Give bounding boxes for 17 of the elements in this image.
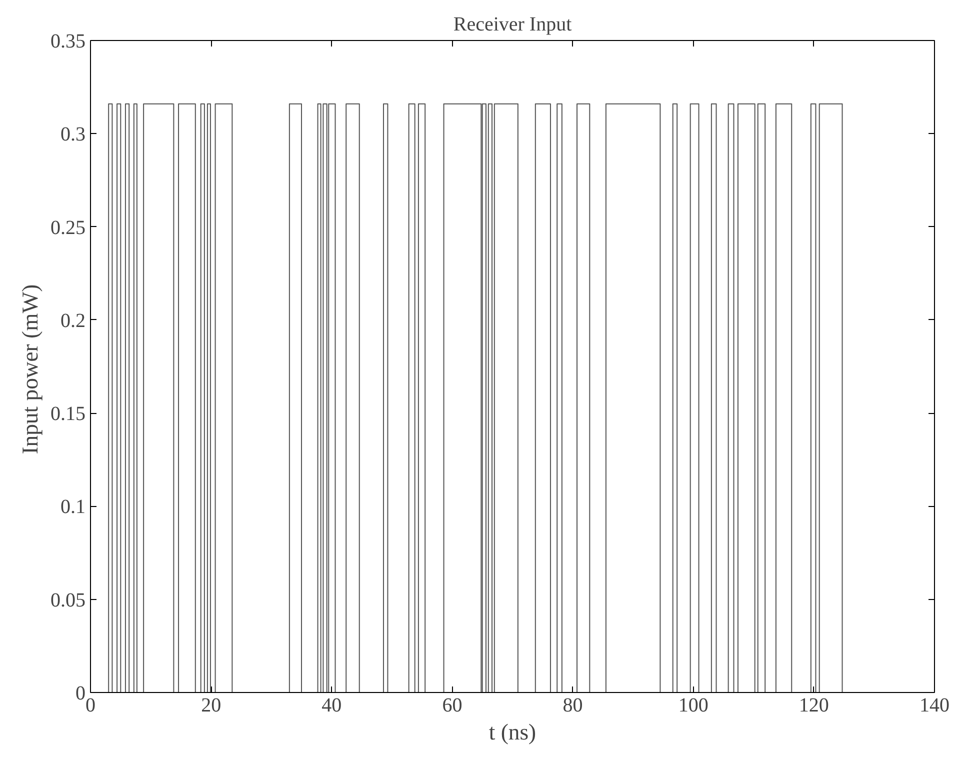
x-tick-label: 120 [798, 694, 829, 716]
x-tick-label: 20 [201, 694, 222, 716]
x-axis-title: t (ns) [488, 720, 536, 744]
y-axis-title: Input power (mW) [18, 284, 42, 454]
y-tick-label: 0.1 [60, 496, 86, 518]
x-tick-label: 100 [678, 694, 708, 716]
x-tick-label: 140 [920, 694, 950, 716]
y-tick-label: 0.35 [50, 30, 86, 52]
x-tick-label: 60 [442, 694, 462, 716]
y-tick-label: 0.2 [60, 310, 86, 332]
x-tick-label: 40 [322, 694, 342, 716]
y-tick-label: 0.15 [50, 403, 86, 426]
y-tick-label: 0.25 [50, 216, 86, 239]
y-tick-label: 0.3 [60, 124, 86, 146]
x-tick-label: 80 [562, 694, 583, 716]
y-tick-label: 0.05 [50, 589, 86, 612]
chart-title: Receiver Input [453, 14, 572, 36]
